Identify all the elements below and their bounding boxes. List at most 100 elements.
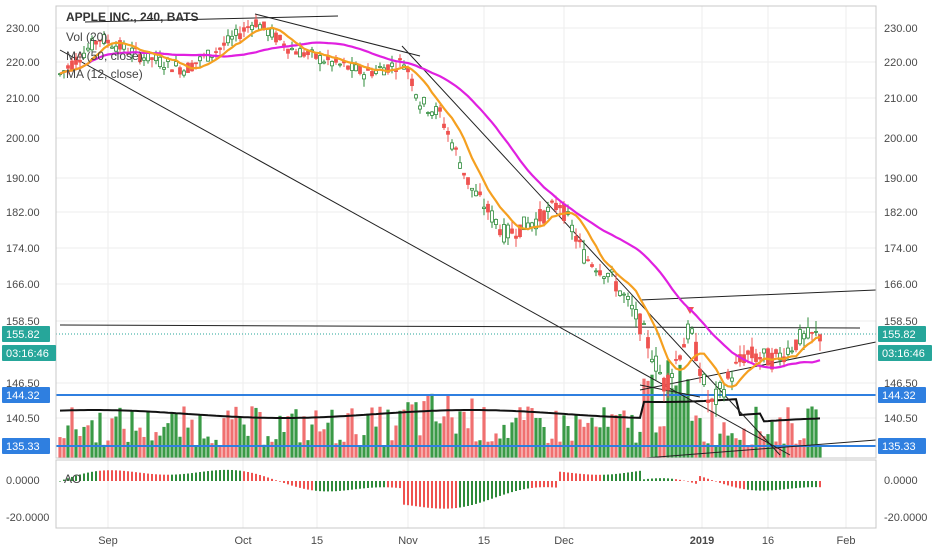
candle-body [778,352,782,361]
horizontal-levels[interactable] [56,333,876,447]
oscillator-axis-label-left: 0.0000 [6,475,40,487]
oscillator-bar [759,481,761,491]
volume-bar [406,402,410,458]
candle-body [750,346,754,359]
candle-body [338,63,342,66]
volume-bar [350,408,354,458]
oscillator-bar [295,481,297,487]
volume-bar [242,424,246,458]
volume-bar [762,436,766,458]
oscillator-bar [543,481,545,488]
candle-body [774,349,778,355]
trendline [644,439,877,459]
candlesticks [58,14,822,417]
volume-bar [466,428,470,458]
trendlines[interactable] [59,13,877,459]
oscillator-bar [699,476,701,481]
oscillator-bar [807,481,809,488]
oscillator-bar [395,481,397,488]
volume-bar [410,404,414,458]
oscillator-axis-label: 0.0000 [884,475,918,487]
volume-bar [446,395,450,458]
oscillator-bar [63,479,65,481]
oscillator-bar [115,470,117,481]
oscillator-bar [235,470,237,481]
candle-body [86,47,90,51]
volume-bar [698,418,702,458]
oscillator-bar [467,481,469,506]
candle-body [110,46,114,49]
legend: APPLE INC., 240, BATS Vol (20) MA (50, c… [64,10,198,486]
price-axis-label-left: 140.50 [6,413,40,425]
oscillator-bar [619,473,621,481]
volume-bar [98,412,102,458]
oscillator-bar [403,481,405,505]
oscillator-bar [463,481,465,507]
candle-body [746,350,750,355]
oscillator-bar [219,470,221,481]
volume-bar [758,431,762,458]
volume-bar [442,416,446,458]
price-tag-right [878,326,926,342]
oscillator-bar [287,481,289,485]
oscillator-bar [199,472,201,481]
price-pane-frame [55,5,877,459]
oscillator-bar [283,481,285,484]
volume-bar [278,415,282,458]
price-axis-label: 158.50 [884,316,918,328]
volume-bar [462,411,466,458]
volume-bar [230,419,234,458]
oscillator-bar [67,478,69,481]
oscillator-bar [231,469,233,481]
candle-body [586,259,590,262]
oscillator-bar [135,472,137,481]
oscillator-bar [267,477,269,481]
candle-body [390,62,394,67]
time-axis-label: Dec [554,535,574,547]
candle-body [654,355,658,372]
volume-bar [422,401,426,458]
volume-bar [486,441,490,458]
oscillator-bar [599,474,601,481]
volume-bar [738,439,742,458]
candle-body [582,249,586,264]
candle-body [182,70,186,76]
oscillator-bar [587,474,589,481]
candle-body [434,106,438,116]
oscillator-bar [187,473,189,481]
oscillator-bar [87,472,89,481]
volume-bar [694,415,698,458]
oscillator-bar [555,481,557,488]
oscillator-bar [507,481,509,494]
volume-bar [346,413,350,458]
volume-bar [426,395,430,458]
candle-body [98,39,102,42]
candle-body [814,331,818,333]
volume-bar [314,410,318,458]
ma50-line [59,41,821,369]
candle-body [590,264,594,267]
volume-bar [562,415,566,458]
candle-body [482,206,486,209]
oscillator-bar [307,481,309,490]
volume-bar [218,445,222,458]
volume-bar [214,439,218,458]
oscillator-bar [391,481,393,488]
volume-bar [550,438,554,458]
oscillator-bar [575,473,577,481]
oscillator-bar [459,481,461,508]
oscillator-bar [635,471,637,481]
candle-body [598,270,602,276]
oscillator-bar [419,481,421,507]
candle-body [234,28,238,36]
oscillator-bar [239,470,241,481]
oscillator-bar [387,481,389,488]
oscillator-bar [767,481,769,491]
candle-body [90,38,94,51]
volume-bar [774,441,778,458]
volume-bar [638,431,642,458]
candle-body [446,130,450,135]
candle-body [290,47,294,51]
